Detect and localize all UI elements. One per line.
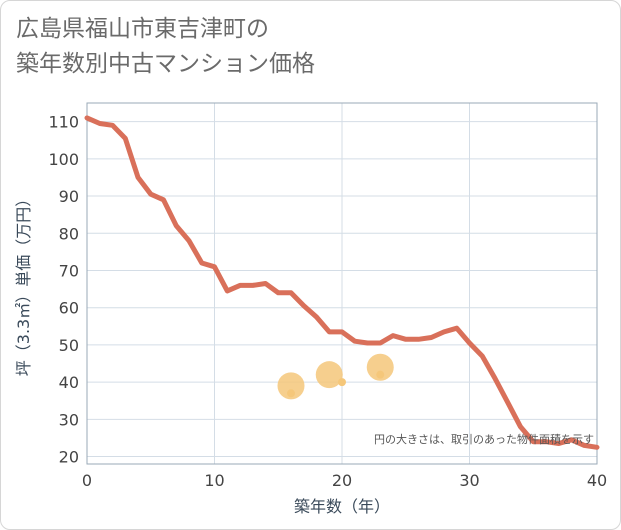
y-tick-label: 70	[59, 261, 79, 280]
series-lines	[84, 115, 600, 450]
bubble-size-note: 円の大きさは、取引のあった物件面積を示す	[374, 432, 594, 446]
y-tick-label: 90	[59, 187, 79, 206]
y-tick-label: 80	[59, 224, 79, 243]
x-tick-label: 10	[204, 471, 224, 490]
y-tick-label: 110	[48, 113, 79, 132]
x-tick-label: 20	[332, 471, 352, 490]
series-line	[84, 115, 600, 450]
x-tick-label: 40	[587, 471, 607, 490]
y-axis-ticks: 20 30 40 50 60 70 80 90 100 110	[48, 113, 79, 467]
bubble-point	[366, 353, 394, 381]
plot-area	[86, 102, 598, 465]
grid	[86, 103, 598, 464]
bubble-point	[338, 378, 346, 387]
y-tick-label: 60	[59, 299, 79, 318]
x-tick-label: 30	[459, 471, 479, 490]
bubbles	[277, 353, 394, 400]
x-axis-ticks: 0 10 20 30 40	[82, 471, 607, 490]
bubble-point	[315, 361, 343, 389]
chart-title-line2: 築年数別中古マンション価格	[16, 51, 315, 77]
y-tick-label: 50	[59, 336, 79, 355]
chart-title-line1: 広島県福山市東吉津町の	[16, 16, 269, 42]
y-tick-label: 100	[48, 150, 79, 169]
x-axis-title: 築年数（年）	[294, 497, 390, 516]
bubble-point	[277, 372, 305, 400]
chart-title: 広島県福山市東吉津町の 築年数別中古マンション価格	[16, 12, 315, 82]
y-tick-label: 20	[59, 448, 79, 467]
bubble-point	[287, 389, 295, 398]
x-tick-label: 0	[82, 471, 92, 490]
y-axis-title: 坪（3.3㎡）単価（万円）	[14, 191, 33, 376]
bubble-point	[376, 370, 385, 379]
y-tick-label: 30	[59, 410, 79, 429]
y-tick-label: 40	[59, 373, 79, 392]
